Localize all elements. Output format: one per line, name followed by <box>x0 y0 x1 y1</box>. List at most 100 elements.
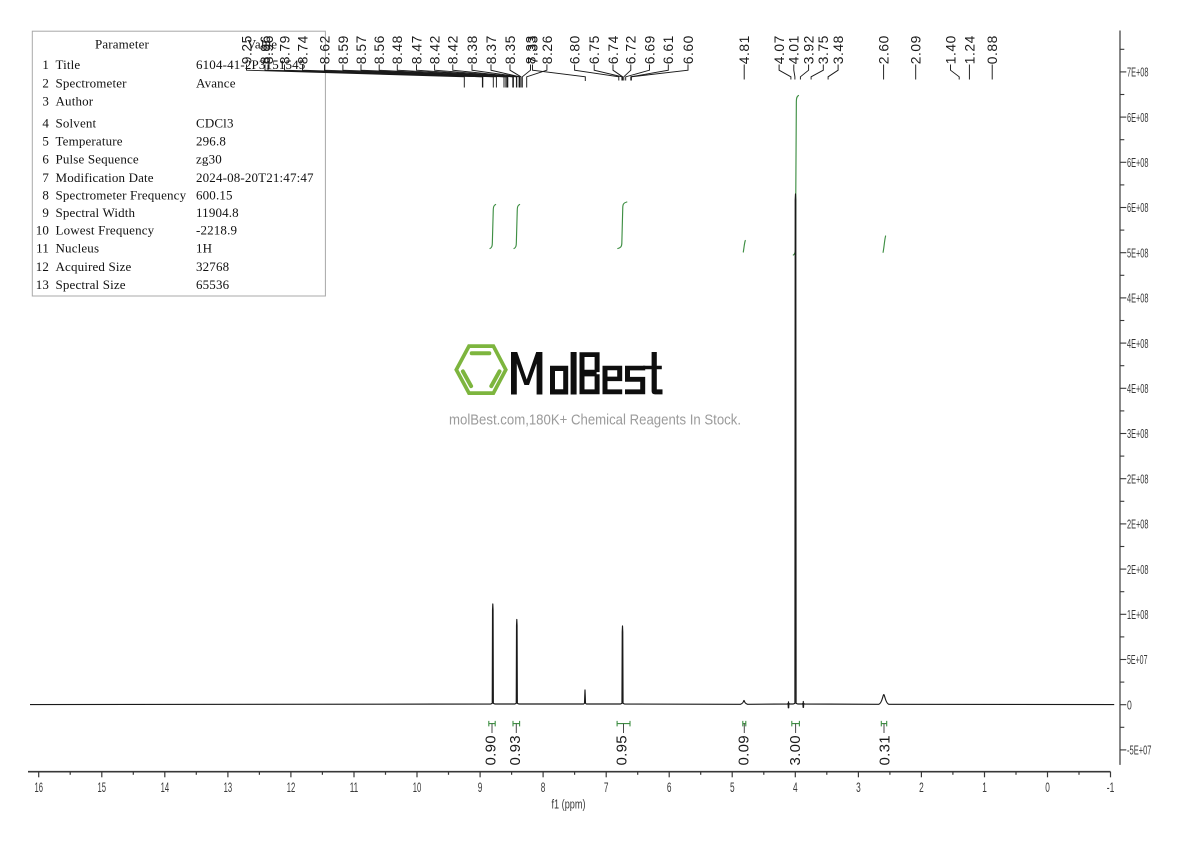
svg-text:4E+08: 4E+08 <box>1127 381 1149 396</box>
svg-text:-2218.9: -2218.9 <box>196 223 237 238</box>
svg-text:4E+08: 4E+08 <box>1127 291 1149 306</box>
svg-text:Solvent: Solvent <box>56 115 97 130</box>
svg-text:4.01: 4.01 <box>787 35 802 64</box>
svg-text:Spectral Width: Spectral Width <box>56 205 136 220</box>
svg-text:0: 0 <box>1045 780 1050 795</box>
svg-text:2E+08: 2E+08 <box>1127 517 1149 532</box>
svg-text:8.59: 8.59 <box>336 35 351 64</box>
svg-text:Author: Author <box>56 93 94 108</box>
svg-text:11: 11 <box>350 780 359 795</box>
svg-text:4.07: 4.07 <box>772 35 787 64</box>
svg-text:2.09: 2.09 <box>909 35 924 64</box>
svg-text:molBest.com,180K+ Chemical Rea: molBest.com,180K+ Chemical Reagents In S… <box>449 412 741 429</box>
svg-text:Value: Value <box>247 36 277 51</box>
svg-text:Parameter: Parameter <box>95 36 150 51</box>
svg-text:2E+08: 2E+08 <box>1127 562 1149 577</box>
svg-text:6.74: 6.74 <box>606 35 621 64</box>
svg-text:Title: Title <box>56 57 81 72</box>
svg-text:6.61: 6.61 <box>661 35 676 64</box>
svg-text:1.24: 1.24 <box>962 35 977 64</box>
svg-text:f1 (ppm): f1 (ppm) <box>552 797 586 812</box>
svg-text:6E+08: 6E+08 <box>1127 155 1149 170</box>
svg-text:9.25: 9.25 <box>239 35 254 64</box>
svg-text:5: 5 <box>42 134 49 149</box>
svg-text:7E+08: 7E+08 <box>1127 65 1149 80</box>
svg-text:6.60: 6.60 <box>681 35 696 64</box>
svg-text:Spectrometer Frequency: Spectrometer Frequency <box>56 187 187 202</box>
svg-text:-5E+07: -5E+07 <box>1127 743 1152 758</box>
svg-text:8.79: 8.79 <box>277 35 292 64</box>
svg-text:Modification Date: Modification Date <box>56 170 154 185</box>
svg-text:65536: 65536 <box>196 277 230 292</box>
svg-text:8.56: 8.56 <box>372 35 387 64</box>
svg-text:12: 12 <box>36 259 49 274</box>
svg-text:2: 2 <box>919 780 924 795</box>
svg-text:2.60: 2.60 <box>877 35 892 64</box>
svg-text:6.72: 6.72 <box>624 35 639 64</box>
svg-text:Pulse Sequence: Pulse Sequence <box>56 152 139 167</box>
svg-text:600.15: 600.15 <box>196 187 233 202</box>
svg-text:7: 7 <box>604 780 609 795</box>
svg-text:4.81: 4.81 <box>737 35 752 64</box>
svg-text:1: 1 <box>982 780 987 795</box>
svg-text:14: 14 <box>161 780 170 795</box>
svg-text:8.42: 8.42 <box>446 35 461 64</box>
svg-text:8.35: 8.35 <box>503 35 518 64</box>
svg-text:0.95: 0.95 <box>614 735 631 765</box>
svg-text:8.38: 8.38 <box>465 35 480 64</box>
svg-text:8.48: 8.48 <box>390 35 405 64</box>
svg-text:8.96: 8.96 <box>261 35 276 64</box>
svg-text:8.33: 8.33 <box>523 35 538 64</box>
svg-text:32768: 32768 <box>196 259 229 274</box>
svg-text:5E+07: 5E+07 <box>1127 652 1148 667</box>
svg-text:6E+08: 6E+08 <box>1127 110 1149 125</box>
svg-text:9: 9 <box>42 205 49 220</box>
svg-text:2E+08: 2E+08 <box>1127 471 1149 486</box>
svg-text:8.37: 8.37 <box>484 35 499 64</box>
svg-text:2024-08-20T21:47:47: 2024-08-20T21:47:47 <box>196 170 314 185</box>
svg-text:11904.8: 11904.8 <box>196 205 239 220</box>
svg-text:6: 6 <box>667 780 672 795</box>
svg-text:3E+08: 3E+08 <box>1127 426 1149 441</box>
svg-text:3.75: 3.75 <box>816 35 831 64</box>
svg-text:3.48: 3.48 <box>831 35 846 64</box>
svg-text:296.8: 296.8 <box>196 134 226 149</box>
svg-text:13: 13 <box>36 277 49 292</box>
svg-text:6104-41-2P3151545: 6104-41-2P3151545 <box>196 57 305 72</box>
svg-text:13: 13 <box>224 780 233 795</box>
svg-text:6.69: 6.69 <box>642 35 657 64</box>
svg-text:CDCl3: CDCl3 <box>196 115 234 130</box>
svg-text:5: 5 <box>730 780 735 795</box>
svg-text:Lowest Frequency: Lowest Frequency <box>56 223 155 238</box>
svg-text:Acquired Size: Acquired Size <box>56 259 132 274</box>
svg-text:8.57: 8.57 <box>354 35 369 64</box>
svg-text:9: 9 <box>478 780 483 795</box>
svg-text:7.33: 7.33 <box>525 35 540 64</box>
svg-text:4: 4 <box>42 115 49 130</box>
svg-text:Spectral Size: Spectral Size <box>56 277 126 292</box>
svg-text:4E+08: 4E+08 <box>1127 336 1149 351</box>
svg-text:1.40: 1.40 <box>943 35 958 64</box>
svg-text:Temperature: Temperature <box>56 134 123 149</box>
svg-text:11: 11 <box>36 241 49 256</box>
svg-text:2: 2 <box>42 76 49 91</box>
svg-text:Avance: Avance <box>196 76 236 91</box>
svg-text:5E+08: 5E+08 <box>1127 245 1149 260</box>
svg-text:0.90: 0.90 <box>483 735 500 765</box>
svg-text:1: 1 <box>42 57 49 72</box>
svg-text:16: 16 <box>35 780 44 795</box>
svg-text:Spectrometer: Spectrometer <box>56 76 128 91</box>
svg-text:1E+08: 1E+08 <box>1127 607 1149 622</box>
svg-text:zg30: zg30 <box>196 152 222 167</box>
svg-text:0: 0 <box>1127 697 1132 712</box>
svg-text:8.42: 8.42 <box>428 35 443 64</box>
svg-text:0.09: 0.09 <box>736 735 753 765</box>
svg-text:3: 3 <box>856 780 861 795</box>
svg-text:3: 3 <box>42 93 49 108</box>
svg-text:8.62: 8.62 <box>317 35 332 64</box>
svg-text:6.75: 6.75 <box>587 35 602 64</box>
svg-text:-1: -1 <box>1107 780 1115 795</box>
svg-text:8: 8 <box>541 780 546 795</box>
svg-text:3.00: 3.00 <box>787 735 804 765</box>
svg-text:8.26: 8.26 <box>540 35 555 64</box>
